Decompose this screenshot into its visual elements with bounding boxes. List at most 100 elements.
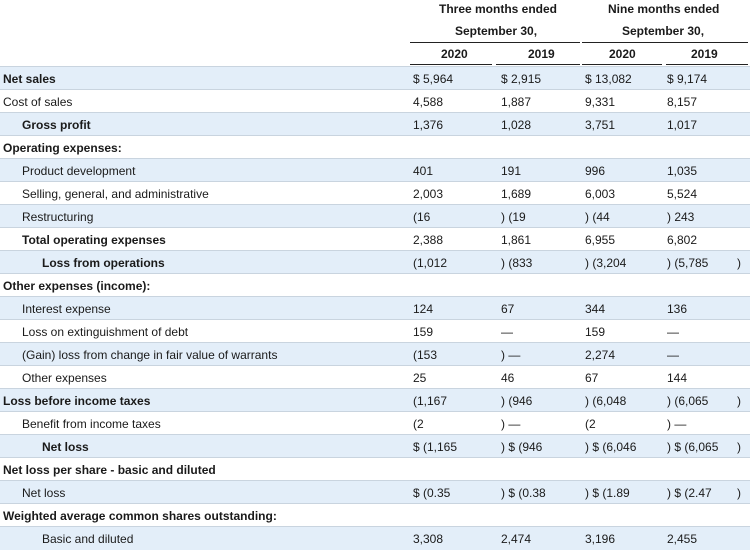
row-label: Product development <box>22 163 136 178</box>
row-label: (Gain) loss from change in fair value of… <box>22 347 278 362</box>
row-label: Cost of sales <box>3 94 73 109</box>
table-row: Loss before income taxes (1,167) (946) (6… <box>0 388 750 412</box>
row-label: Other expenses (income): <box>3 278 151 293</box>
table-row: Restructuring (16) (19) (44) 243 <box>0 204 750 228</box>
value-cell: 996 <box>585 163 606 178</box>
value-cell: ) (3,204 <box>585 255 627 270</box>
header-three-months-line1: Three months ended <box>439 2 558 16</box>
value-cell: ) $ (6,065 <box>667 439 719 454</box>
table-row: Interest expense 124 67 344 136 <box>0 296 750 320</box>
value-cell: 5,524 <box>667 186 698 201</box>
value-cell: ) $ (6,046 <box>585 439 637 454</box>
value-cell: ) $ (946 <box>501 439 543 454</box>
value-cell: 124 <box>413 301 434 316</box>
header-nine-months-line2: September 30, <box>622 24 705 38</box>
value-cell: 159 <box>585 324 606 339</box>
row-label: Net loss <box>22 485 66 500</box>
value-cell: 1,887 <box>501 94 532 109</box>
value-cell: (2 <box>413 416 424 431</box>
value-cell: ) <box>737 255 741 270</box>
value-cell: 4,588 <box>413 94 444 109</box>
value-cell: ) <box>737 485 741 500</box>
row-label: Restructuring <box>22 209 94 224</box>
row-label: Loss before income taxes <box>3 393 151 408</box>
header-nine-months-line1: Nine months ended <box>608 2 720 16</box>
value-cell: ) (44 <box>585 209 610 224</box>
row-label: Loss from operations <box>42 255 165 270</box>
header-year-q-2019: 2019 <box>528 47 555 61</box>
value-cell: 2,388 <box>413 232 444 247</box>
value-cell: 1,028 <box>501 117 532 132</box>
value-cell: 144 <box>667 370 688 385</box>
table-row: Product development 401 191 996 1,035 <box>0 158 750 182</box>
value-cell: (2 <box>585 416 596 431</box>
table-row: Basic and diluted 3,308 2,474 3,196 2,455 <box>0 526 750 550</box>
header-underline <box>666 64 748 65</box>
header-underline <box>496 64 580 65</box>
value-cell: 1,035 <box>667 163 698 178</box>
value-cell: $ (1,165 <box>413 439 458 454</box>
value-cell: 401 <box>413 163 434 178</box>
value-cell: 6,003 <box>585 186 616 201</box>
table-row: Benefit from income taxes (2) — (2) — <box>0 411 750 435</box>
value-cell: ) $ (0.38 <box>501 485 546 500</box>
value-cell: 2,274 <box>585 347 616 362</box>
value-cell: ) $ (1.89 <box>585 485 630 500</box>
value-cell: 25 <box>413 370 427 385</box>
value-cell: 67 <box>585 370 599 385</box>
row-label: Loss on extinguishment of debt <box>22 324 189 339</box>
value-cell: — <box>667 324 679 339</box>
value-cell: 1,376 <box>413 117 444 132</box>
row-label: Selling, general, and administrative <box>22 186 209 201</box>
header-underline <box>582 42 748 43</box>
table-row: Net loss $ (0.35 ) $ (0.38 ) $ (1.89 ) $ (2.… <box>0 480 750 504</box>
value-cell: ) $ (2.47 <box>667 485 712 500</box>
value-cell: ) — <box>501 347 521 362</box>
row-label: Gross profit <box>22 117 91 132</box>
table-row: Net loss per share - basic and diluted <box>0 457 750 481</box>
row-label: Net loss <box>42 439 89 454</box>
value-cell: ) <box>737 393 741 408</box>
value-cell: 2,455 <box>667 531 698 546</box>
value-cell: 6,955 <box>585 232 616 247</box>
value-cell: ) — <box>667 416 687 431</box>
table-row: Loss on extinguishment of debt 159 — 159 — <box>0 319 750 343</box>
value-cell: ) (5,785 <box>667 255 709 270</box>
value-cell: 3,196 <box>585 531 616 546</box>
value-cell: (153 <box>413 347 438 362</box>
value-cell: 9,331 <box>585 94 616 109</box>
table-row: Loss from operations (1,012) (833) (3,204… <box>0 250 750 274</box>
value-cell: $ (0.35 <box>413 485 451 500</box>
value-cell: ) (833 <box>501 255 533 270</box>
table-row: Net sales $ 5,964 $ 2,915 $ 13,082 $ 9,174 <box>0 66 750 90</box>
table-row: (Gain) loss from change in fair value of… <box>0 342 750 366</box>
table-row: Cost of sales 4,588 1,887 9,331 8,157 <box>0 89 750 113</box>
row-label: Net sales <box>3 71 56 86</box>
value-cell: 67 <box>501 301 515 316</box>
row-label: Other expenses <box>22 370 107 385</box>
value-cell: 191 <box>501 163 522 178</box>
value-cell: 344 <box>585 301 606 316</box>
value-cell: (16 <box>413 209 431 224</box>
value-cell: 159 <box>413 324 434 339</box>
header-year-n-2020: 2020 <box>609 47 636 61</box>
value-cell: (1,167 <box>413 393 448 408</box>
row-label: Total operating expenses <box>22 232 166 247</box>
value-cell: $ 9,174 <box>667 71 708 86</box>
value-cell: 6,802 <box>667 232 698 247</box>
header-three-months-line2: September 30, <box>455 24 538 38</box>
value-cell: ) (6,065 <box>667 393 709 408</box>
table-row: Other expenses (income): <box>0 273 750 297</box>
value-cell: ) <box>737 439 741 454</box>
row-label: Interest expense <box>22 301 111 316</box>
header-year-q-2020: 2020 <box>441 47 468 61</box>
value-cell: 2,474 <box>501 531 532 546</box>
header-underline <box>582 64 662 65</box>
row-label: Benefit from income taxes <box>22 416 161 431</box>
row-label: Basic and diluted <box>42 531 134 546</box>
value-cell: $ 2,915 <box>501 71 542 86</box>
value-cell: 2,003 <box>413 186 444 201</box>
value-cell: ) (6,048 <box>585 393 627 408</box>
value-cell: ) (19 <box>501 209 526 224</box>
value-cell: 136 <box>667 301 688 316</box>
